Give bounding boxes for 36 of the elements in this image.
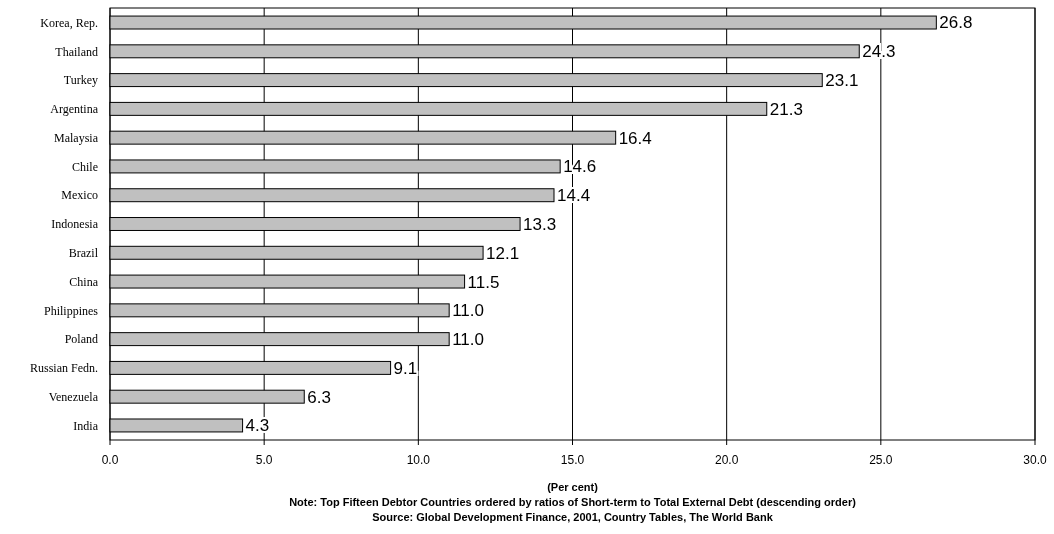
y-tick-label: Russian Fedn. (29, 361, 98, 376)
y-tick-label: Indonesia (51, 217, 99, 232)
data-label: 23.1 (825, 71, 859, 91)
y-tick-label: Poland (64, 332, 98, 347)
y-tick-label: Thailand (55, 44, 98, 59)
y-tick-label: Korea, Rep. (40, 15, 98, 30)
y-tick-label: Philippines (43, 303, 99, 318)
y-tick-label: Turkey (63, 73, 98, 88)
x-axis-title: (Per cent) (547, 481, 599, 493)
y-tick-label: Mexico (61, 188, 98, 203)
data-label: 26.8 (939, 13, 973, 33)
y-tick-label: Venezuela (48, 389, 99, 404)
data-label: 12.1 (486, 243, 520, 263)
data-label: 16.4 (618, 128, 652, 148)
source-note: Source: Global Development Finance, 2001, Country Tables, The World Bank (372, 511, 774, 523)
y-tick-label: India (73, 418, 99, 433)
y-tick-label: Malaysia (54, 130, 99, 145)
x-tick-label: 25.0 (869, 453, 893, 467)
data-label: 11.0 (452, 301, 484, 321)
y-tick-label: Brazil (68, 245, 99, 260)
y-tick-label: Argentina (50, 102, 99, 117)
y-tick-label: Chile (72, 159, 98, 174)
x-tick-label: 30.0 (1023, 453, 1047, 467)
x-tick-label: 0.0 (101, 453, 119, 467)
x-tick-label: 20.0 (714, 453, 739, 467)
data-label: 11.0 (452, 330, 484, 350)
text: Note: Top Fifteen Debtor Countries ordered by ratios of Short-term to Total External Debt (descending order) (289, 496, 857, 508)
data-label: 13.3 (523, 214, 557, 234)
x-tick-label: 15.0 (560, 453, 585, 467)
x-tick-label: 10.0 (406, 453, 431, 467)
x-tick-label: 5.0 (255, 453, 273, 467)
data-label: 11.5 (467, 272, 500, 292)
data-label: 6.3 (307, 387, 331, 407)
data-label: 21.3 (769, 99, 803, 119)
data-label: 9.1 (393, 358, 418, 378)
y-tick-label: China (69, 274, 99, 289)
